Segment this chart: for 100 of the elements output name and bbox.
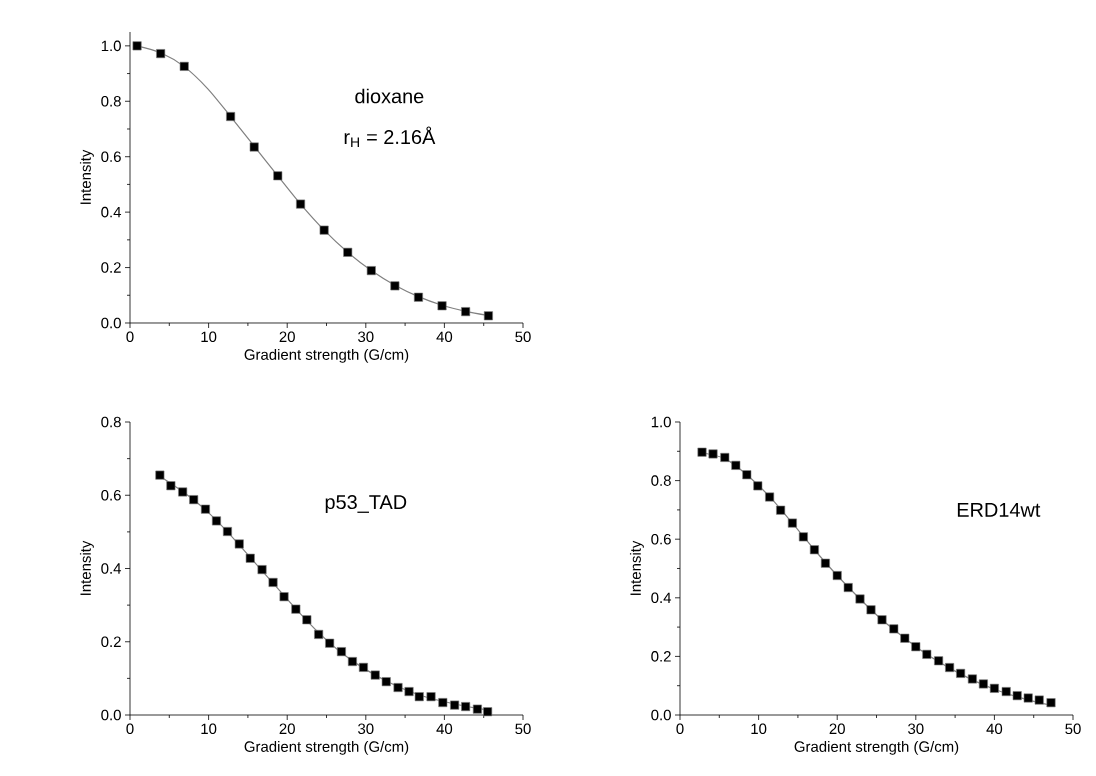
y-tick-label: 0.4 <box>101 563 122 574</box>
point <box>1012 691 1022 701</box>
annotation: r$_{H}$ = 2.16Å <box>344 126 436 147</box>
x-tick-label: 10 <box>201 331 217 343</box>
point <box>934 656 944 666</box>
point <box>978 679 988 689</box>
point <box>358 662 368 672</box>
y-tick-label: 0.0 <box>651 709 671 721</box>
annotation: ERD14wt <box>957 502 1041 517</box>
point <box>166 481 176 491</box>
y-tick-label: 0.0 <box>101 709 121 721</box>
point <box>967 674 977 684</box>
point <box>708 449 718 459</box>
point <box>132 41 142 51</box>
y-tick-label: 0.6 <box>101 151 121 162</box>
point <box>390 281 400 291</box>
point <box>1023 693 1033 703</box>
y-tick-label: 0.0 <box>101 317 121 329</box>
point <box>234 539 244 549</box>
point <box>226 112 236 122</box>
point <box>843 583 853 593</box>
x-tick-label: 40 <box>436 723 453 735</box>
point <box>922 649 932 659</box>
y-tick-label: 0.8 <box>101 95 121 107</box>
point <box>787 518 797 528</box>
y-tick-label: 0.2 <box>101 262 121 273</box>
point <box>900 633 910 643</box>
point <box>200 504 210 514</box>
y-tick-label: 0.4 <box>651 592 672 604</box>
y-axis-title: Intensity <box>79 540 94 595</box>
point <box>296 199 306 209</box>
point <box>268 577 278 587</box>
point <box>381 677 391 687</box>
x-tick-label: 20 <box>279 331 295 343</box>
point <box>911 642 921 652</box>
point <box>461 702 471 712</box>
point <box>211 516 221 526</box>
point <box>720 452 730 462</box>
annotation: p53_TAD <box>325 495 407 514</box>
point <box>319 225 329 235</box>
point <box>820 558 830 568</box>
x-tick-label: 0 <box>126 331 134 343</box>
point <box>279 592 289 602</box>
point <box>472 704 482 714</box>
point <box>731 460 741 470</box>
point <box>776 505 786 515</box>
point <box>483 707 493 717</box>
point <box>855 594 865 604</box>
x-tick-label: 10 <box>751 723 767 735</box>
point <box>866 605 876 615</box>
point <box>222 527 232 537</box>
point <box>257 565 267 575</box>
point <box>414 692 424 702</box>
point <box>426 692 436 702</box>
point <box>1034 695 1044 705</box>
x-tick-label: 50 <box>515 331 531 343</box>
point <box>945 663 955 673</box>
x-tick-label: 50 <box>1065 723 1081 735</box>
point <box>413 292 423 302</box>
x-tick-label: 40 <box>986 723 1003 735</box>
point <box>765 492 775 502</box>
x-tick-label: 50 <box>515 723 531 735</box>
point <box>753 481 763 491</box>
point <box>178 487 188 497</box>
point <box>302 615 312 625</box>
point <box>989 683 999 693</box>
point <box>798 532 808 542</box>
point <box>832 571 842 581</box>
x-tick-label: 20 <box>829 723 845 735</box>
x-tick-label: 30 <box>358 331 374 343</box>
x-axis-title: Gradient strength (G/cm) <box>244 740 409 755</box>
point <box>438 698 448 708</box>
annotation: dioxane <box>355 88 424 104</box>
x-tick-label: 20 <box>279 723 295 735</box>
point <box>336 647 346 657</box>
point <box>461 307 471 317</box>
point <box>155 470 165 480</box>
point <box>956 668 966 678</box>
y-tick-label: 1.0 <box>651 416 671 428</box>
point <box>809 545 819 555</box>
x-axis-title: Gradient strength (G/cm) <box>794 740 959 755</box>
point <box>742 470 752 480</box>
point <box>1046 698 1056 708</box>
x-axis-title: Gradient strength (G/cm) <box>244 348 409 363</box>
point <box>877 615 887 625</box>
point <box>343 247 353 257</box>
point <box>366 266 376 276</box>
point <box>189 495 199 505</box>
point <box>249 142 259 152</box>
point <box>314 629 324 639</box>
y-tick-label: 0.8 <box>651 475 671 486</box>
point <box>347 657 357 667</box>
x-tick-label: 10 <box>201 723 217 735</box>
x-tick-label: 40 <box>436 331 453 343</box>
point <box>245 553 255 563</box>
y-tick-label: 0.2 <box>101 636 121 648</box>
point <box>393 683 403 693</box>
point <box>697 447 707 457</box>
point <box>156 49 166 59</box>
x-tick-label: 0 <box>126 723 134 735</box>
